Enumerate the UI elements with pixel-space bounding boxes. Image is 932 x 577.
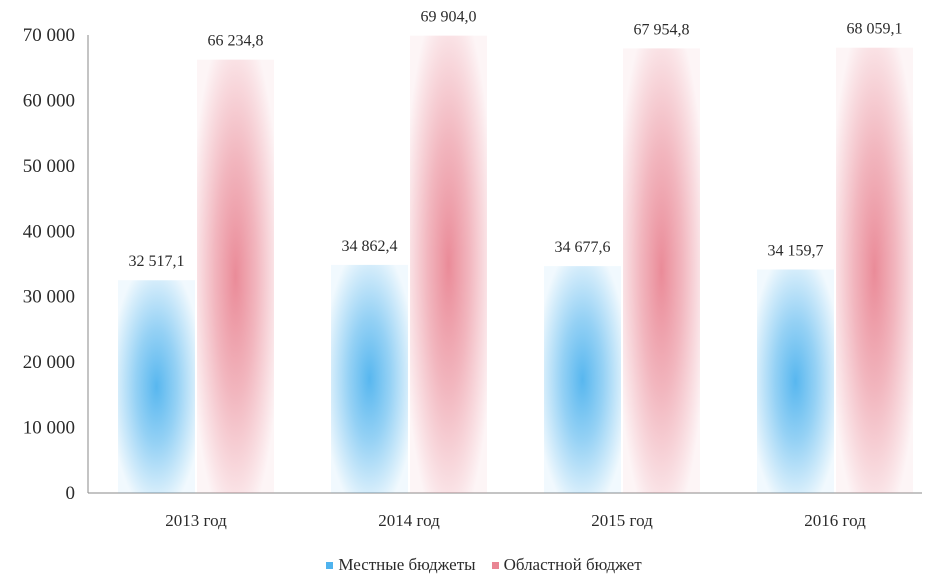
data-label-local-budgets-2016: 34 159,7 (768, 242, 824, 259)
bar-regional-budget-2016 (836, 47, 913, 493)
y-tick-label: 30 000 (23, 287, 75, 308)
data-label-regional-budget-2016: 68 059,1 (847, 21, 903, 38)
bar-local-budgets-2015 (544, 266, 621, 493)
y-tick-label: 70 000 (23, 25, 75, 46)
legend-marker-blue-icon (326, 561, 334, 569)
legend-item-local-budgets: Местные бюджеты (326, 555, 476, 575)
y-tick-label: 10 000 (23, 418, 75, 439)
legend: Местные бюджеты Областной бюджет (36, 553, 932, 577)
legend-marker-pink-icon (491, 561, 499, 569)
legend-label-regional-budget: Областной бюджет (503, 555, 642, 574)
y-tick-label: 0 (66, 483, 76, 504)
data-label-regional-budget-2014: 69 904,0 (421, 9, 477, 26)
legend-label-local-budgets: Местные бюджеты (338, 555, 476, 574)
y-tick-label: 20 000 (23, 352, 75, 373)
data-label-local-budgets-2014: 34 862,4 (342, 238, 398, 255)
y-tick-label: 50 000 (23, 156, 75, 177)
data-label-local-budgets-2013: 32 517,1 (129, 253, 185, 270)
data-label-regional-budget-2013: 66 234,8 (208, 33, 264, 50)
y-tick-label: 60 000 (23, 90, 75, 111)
data-label-local-budgets-2015: 34 677,6 (555, 239, 611, 256)
bar-local-budgets-2014 (331, 264, 408, 493)
bar-regional-budget-2013 (197, 59, 274, 494)
bar-regional-budget-2015 (623, 48, 700, 494)
y-tick-label: 40 000 (23, 221, 75, 242)
x-tick-label-2016: 2016 год (804, 511, 866, 530)
data-label-regional-budget-2015: 67 954,8 (634, 21, 690, 38)
legend-item-regional-budget: Областной бюджет (491, 555, 642, 575)
x-tick-label-2015: 2015 год (591, 511, 653, 530)
x-tick-label-2013: 2013 год (165, 511, 227, 530)
bar-regional-budget-2014 (410, 35, 487, 493)
bar-local-budgets-2013 (118, 280, 195, 493)
bar-local-budgets-2016 (757, 269, 834, 493)
x-tick-label-2014: 2014 год (378, 511, 440, 530)
